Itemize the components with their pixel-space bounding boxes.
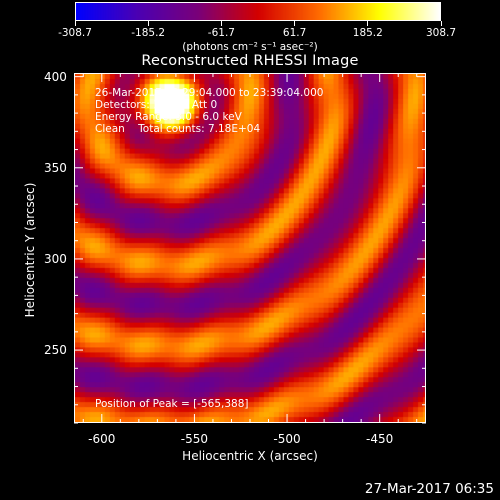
colorbar-tick bbox=[294, 21, 296, 26]
footer-date: 27-Mar-2017 06:35 bbox=[364, 481, 494, 497]
image-plot bbox=[74, 73, 426, 423]
y-tick-label: 300 bbox=[44, 251, 67, 266]
colorbar-tick bbox=[440, 21, 442, 26]
colorbar-tick-label: -61.7 bbox=[207, 27, 235, 39]
x-tick-label: -550 bbox=[180, 432, 209, 446]
y-tick-label: 350 bbox=[44, 160, 67, 175]
x-axis-label: Heliocentric X (arcsec) bbox=[182, 449, 318, 463]
colorbar-gradient bbox=[76, 3, 440, 20]
colorbar-tick bbox=[220, 21, 222, 26]
colorbar-units: (photons cm⁻² s⁻¹ asec⁻²) bbox=[182, 41, 318, 53]
y-axis-label: Heliocentric Y (arcsec) bbox=[23, 182, 37, 318]
x-tick-label: -500 bbox=[273, 432, 301, 446]
info-time-range: 26-Mar-2017 23:29:04.000 to 23:39:04.000 bbox=[95, 87, 324, 99]
x-tick-label: -450 bbox=[366, 432, 394, 446]
colorbar-tick bbox=[367, 21, 369, 26]
x-tick-label: -600 bbox=[88, 432, 116, 446]
y-tick-label: 400 bbox=[44, 69, 67, 84]
colorbar-tick-label: 185.2 bbox=[352, 27, 383, 39]
colorbar-tick-label: 308.7 bbox=[425, 27, 457, 39]
colorbar-tick bbox=[147, 21, 149, 26]
y-tick-label: 250 bbox=[44, 343, 67, 358]
info-detectors: Detectors: 1F 3F Att 0 bbox=[95, 99, 218, 111]
image-title: Reconstructed RHESSI Image bbox=[141, 53, 359, 69]
rhessi-image bbox=[75, 74, 425, 422]
info-energy-range: Energy Range: 3.0 - 6.0 keV bbox=[95, 111, 242, 123]
colorbar-tick-label: -308.7 bbox=[58, 27, 92, 39]
peak-position: Position of Peak = [-565,388] bbox=[95, 398, 249, 410]
colorbar bbox=[75, 2, 441, 21]
info-clean-counts: Clean Total counts: 7.18E+04 bbox=[95, 123, 261, 135]
colorbar-tick-label: -185.2 bbox=[131, 27, 166, 39]
colorbar-tick-label: 61.7 bbox=[282, 27, 307, 39]
colorbar-tick bbox=[74, 21, 76, 26]
